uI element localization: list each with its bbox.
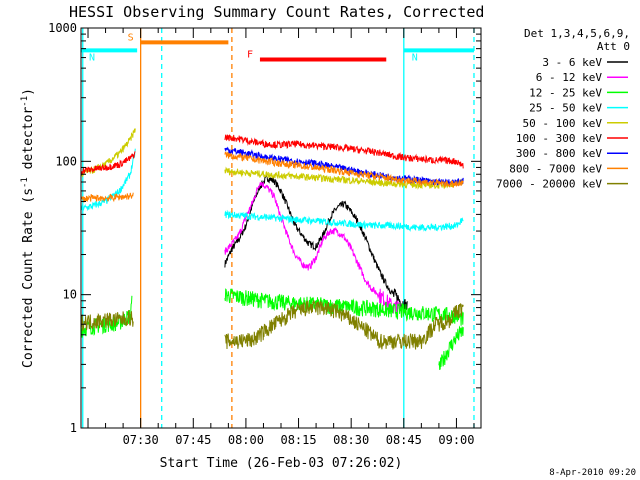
series-line-800-7000-kev — [224, 151, 464, 188]
y-axis-label-mid: detector — [21, 107, 36, 178]
legend: Det 1,3,4,5,6,9, Att 0 3 - 6 keV 6 - 12 k… — [496, 27, 630, 191]
series-line-300-800-kev — [224, 146, 464, 188]
series-line-12-25-kev — [224, 288, 464, 326]
series-line-800-7000-kev — [80, 192, 134, 203]
y-axis-label-end: ) — [21, 88, 36, 96]
flag-label-n: N — [412, 52, 418, 63]
legend-label-800-7000-kev: 800 - 7000 keV — [509, 162, 602, 175]
x-tick-label: 08:45 — [386, 433, 422, 447]
x-tick-label: 07:30 — [123, 433, 159, 447]
legend-header-detectors: Det 1,3,4,5,6,9, — [524, 27, 630, 40]
x-axis-label: Start Time (26-Feb-03 07:26:02) — [160, 456, 403, 471]
legend-entries: 3 - 6 keV 6 - 12 keV 12 - 25 keV 25 - 50 ke… — [496, 56, 628, 191]
chart-title: HESSI Observing Summary Count Rates, Cor… — [69, 3, 484, 21]
series-line-12-25-kev — [438, 325, 464, 371]
y-axis-label-sup1: -1 — [20, 177, 30, 188]
x-tick-label: 07:45 — [175, 433, 211, 447]
legend-label-6-12-kev: 6 - 12 keV — [536, 71, 603, 84]
legend-label-300-800-kev: 300 - 800 keV — [516, 147, 602, 160]
series-line-100-300-kev — [224, 134, 464, 169]
series-line-6-12-kev — [224, 182, 401, 317]
x-tick-label: 08:15 — [280, 433, 316, 447]
series-line-50-100-kev — [80, 128, 136, 178]
y-tick-label: 100 — [55, 154, 77, 168]
flag-label-n: N — [89, 52, 95, 63]
x-tick-label: 08:00 — [228, 433, 264, 447]
flag-label-s: S — [128, 32, 134, 43]
series-line-25-50-kev — [224, 209, 464, 232]
x-tick-label: 09:00 — [438, 433, 474, 447]
series-line-7000-20000-kev — [80, 310, 134, 332]
legend-label-12-25-kev: 12 - 25 keV — [529, 86, 602, 99]
legend-label-50-100-kev: 50 - 100 keV — [523, 117, 603, 130]
plot-content: S N N F — [80, 28, 475, 428]
legend-header-attenuator: Att 0 — [597, 40, 630, 53]
series-line-7000-20000-kev — [224, 300, 464, 350]
y-tick-label: 1000 — [48, 21, 77, 35]
flag-label-f: F — [247, 50, 253, 61]
y-tick-label: 10 — [63, 288, 77, 302]
y-ticks: 1 10 100 1000 — [48, 21, 481, 435]
series-line-100-300-kev — [80, 151, 136, 176]
x-tick-label: 08:30 — [333, 433, 369, 447]
y-axis-label: Corrected Count Rate (s-1 detector-1) — [20, 88, 36, 368]
legend-label-7000-20000-kev: 7000 - 20000 keV — [496, 178, 602, 191]
y-axis-label-sup2: -1 — [20, 96, 30, 107]
legend-label-3-6-kev: 3 - 6 keV — [542, 56, 602, 69]
y-axis-label-main: Corrected Count Rate (s — [21, 188, 36, 368]
legend-label-100-300-kev: 100 - 300 keV — [516, 132, 602, 145]
timestamp: 8-Apr-2010 09:20 — [549, 468, 636, 478]
y-tick-label: 1 — [70, 421, 77, 435]
x-ticks: 07:30 07:45 08:00 08:15 08:30 08:45 09:00 — [87, 28, 475, 447]
legend-label-25-50-kev: 25 - 50 keV — [529, 102, 602, 115]
